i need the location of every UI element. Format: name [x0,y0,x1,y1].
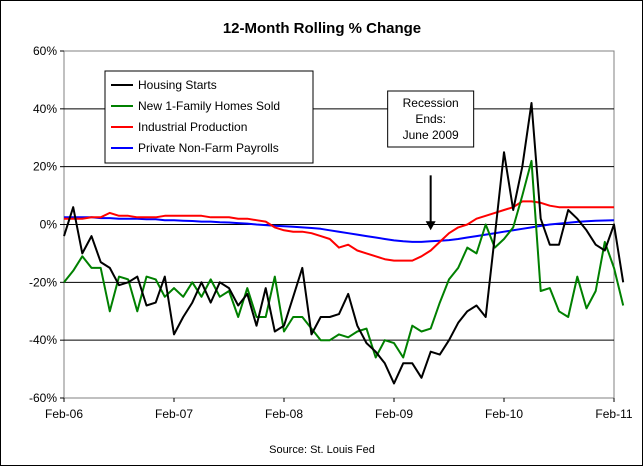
x-tick-label: Feb-11 [595,407,632,421]
x-tick-label: Feb-09 [375,407,413,421]
source-label: Source: St. Louis Fed [269,444,375,456]
y-tick-label: 40% [33,102,57,116]
legend-box [104,70,314,164]
chart-title: 12-Month Rolling % Change [223,20,421,37]
legend-label: Industrial Production [138,120,247,134]
recession-annotation: Recession Ends: June 2009 [387,90,475,231]
y-tick-label: -60% [29,391,57,405]
y-tick-label: 60% [33,44,57,58]
annotation-line: Ends: [415,112,446,126]
annotation-box [387,90,475,148]
annotation-line: Recession [403,96,459,110]
legend: Housing Starts New 1-Family Homes Sold Ind… [104,70,314,164]
x-tick-label: Feb-06 [45,407,83,421]
series-line-private-non-farm-payrolls [64,216,615,243]
annotation-arrow-head [425,221,436,231]
legend-label: New 1-Family Homes Sold [138,99,280,113]
series-lines [63,102,625,385]
y-tick-label: -20% [29,275,57,289]
y-tick-label: 20% [33,160,57,174]
x-tick-label: Feb-07 [155,407,193,421]
series-line-industrial-production [64,200,614,262]
x-tick-label: Feb-08 [265,407,303,421]
series-line-housing-starts [63,102,625,385]
x-axis: Feb-06 Feb-07 Feb-08 Feb-09 Feb-10 Feb-11 [45,398,633,421]
series-line-new-1-family-homes-sold [63,159,625,359]
y-axis: 60% 40% 20% 0% -20% -40% -60% [29,44,64,405]
annotation-line: June 2009 [403,128,459,142]
y-tick-label: 0% [40,218,58,232]
y-tick-label: -40% [29,333,57,347]
x-tick-label: Feb-10 [485,407,523,421]
legend-label: Private Non-Farm Payrolls [138,141,279,155]
legend-label: Housing Starts [138,78,217,92]
